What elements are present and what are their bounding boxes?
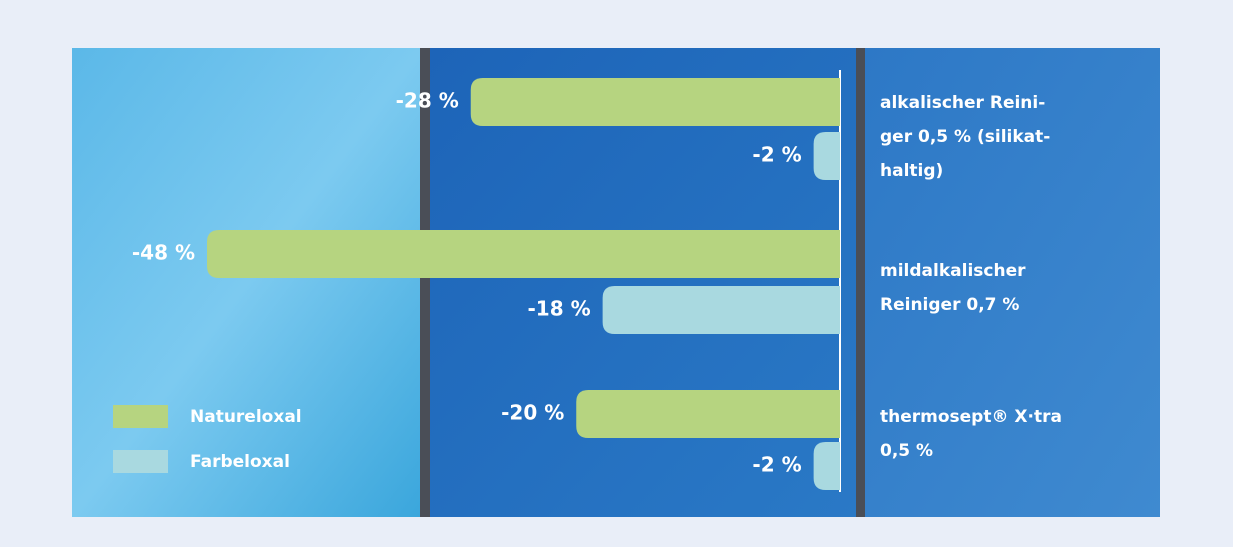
category-label: mildalkalischer [880,261,1026,281]
category-label: alkalischer Reini- [880,93,1045,113]
legend-swatch [113,405,168,428]
value-label: -18 % [527,297,590,321]
category-label: thermosept® X·tra [880,407,1062,427]
separator [856,48,865,517]
category-label: Reiniger 0,7 % [880,295,1019,315]
separator [420,48,430,517]
bar [576,390,840,438]
bar [207,230,840,278]
panel [72,48,422,517]
value-label: -20 % [501,401,564,425]
value-label: -48 % [132,241,195,265]
bar [470,78,840,126]
bar [602,286,840,334]
value-label: -2 % [752,143,801,167]
category-label: ger 0,5 % (silikat- [880,127,1050,147]
bar [813,132,840,180]
legend-swatch [113,450,168,473]
value-label: -2 % [752,453,801,477]
category-label: 0,5 % [880,441,933,461]
category-label: haltig) [880,161,943,181]
legend-label: Farbeloxal [190,452,290,472]
panel [430,48,856,517]
value-label: -28 % [396,89,459,113]
panel [865,48,1160,517]
legend-label: Natureloxal [190,407,302,427]
bar [813,442,840,490]
